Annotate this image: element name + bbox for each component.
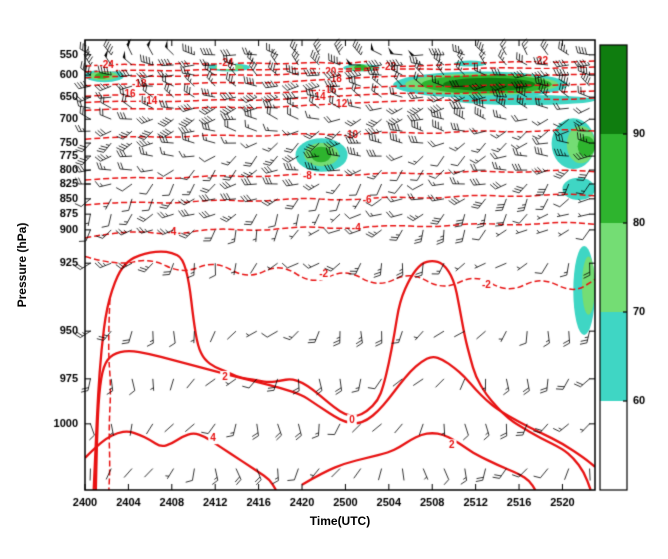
x-axis-title: Time(UTC): [309, 514, 371, 528]
y-axis-title: Pressure (hPa): [15, 222, 29, 308]
